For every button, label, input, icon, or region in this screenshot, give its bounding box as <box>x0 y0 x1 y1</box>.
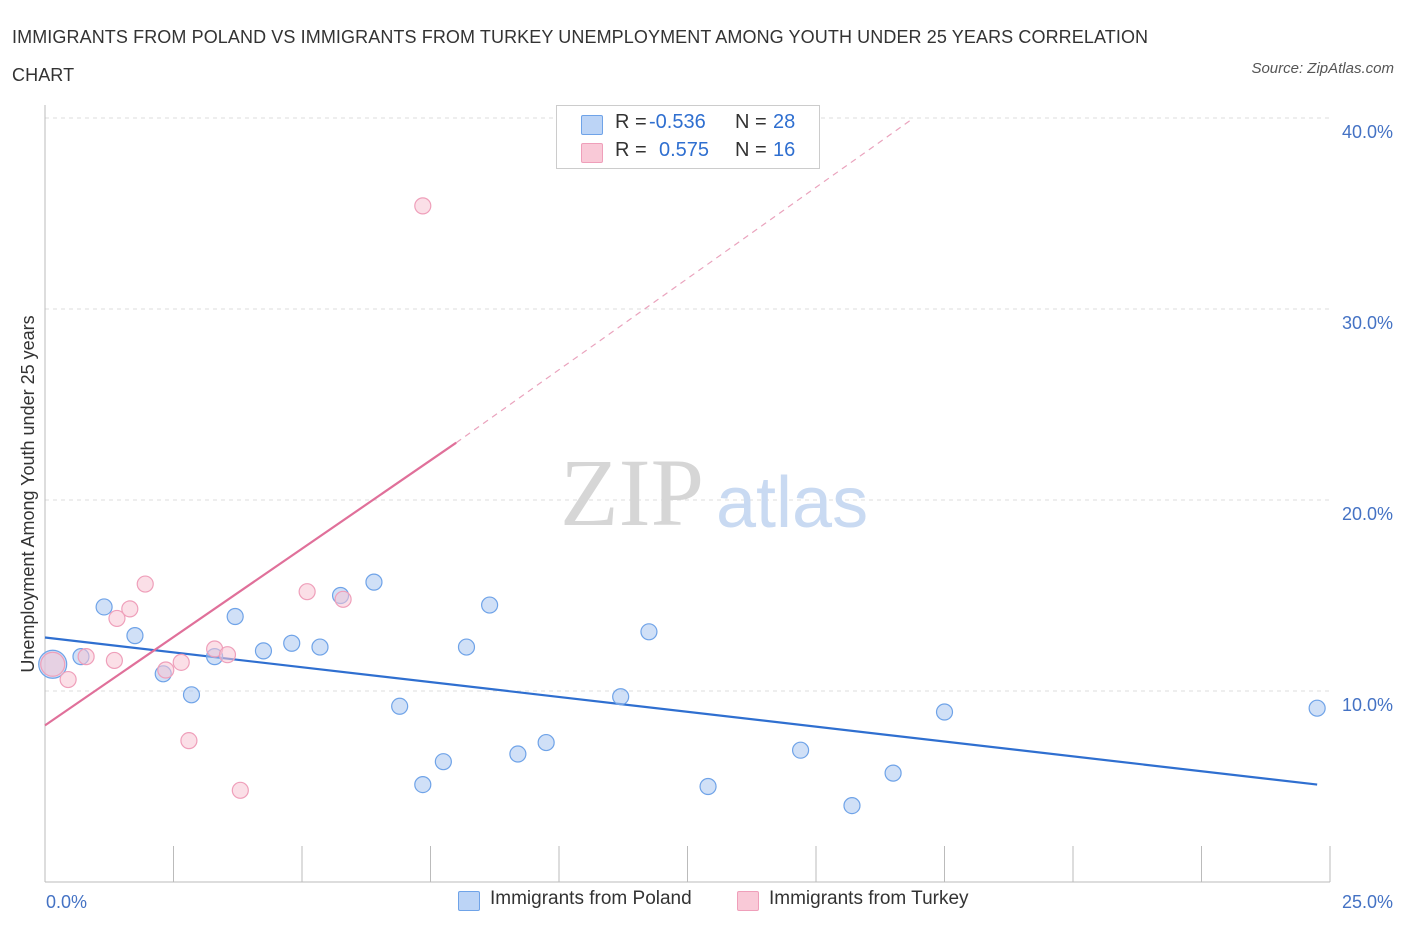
poland-point <box>1308 699 1326 717</box>
poland-swatch <box>581 115 603 135</box>
poland-point <box>311 638 329 656</box>
poland-point <box>612 688 630 706</box>
turkey-point <box>298 583 316 601</box>
turkey-n-value: 16 <box>773 139 796 161</box>
turkey-point <box>157 661 175 679</box>
poland-point <box>699 777 717 796</box>
trend-lines <box>44 117 1318 786</box>
poland-point <box>414 775 432 794</box>
poland-point <box>884 764 902 782</box>
legend-turkey-swatch <box>737 891 759 911</box>
turkey-point <box>334 590 352 608</box>
poland-point <box>365 573 383 591</box>
watermark-zip: ZIP <box>560 439 704 546</box>
poland-point <box>843 796 861 815</box>
poland-r-value: -0.536 <box>649 111 706 133</box>
poland-n-label: N = <box>735 111 767 133</box>
poland-point <box>481 596 499 614</box>
poland-point <box>95 598 113 616</box>
turkey-point <box>172 653 190 671</box>
turkey-r-value: 0.575 <box>659 139 710 161</box>
turkey-point <box>136 575 154 593</box>
poland-point <box>391 697 409 715</box>
y-tick-label: 40.0% <box>1342 122 1393 142</box>
turkey-point <box>121 600 139 618</box>
gridlines <box>45 117 1330 692</box>
turkey-point <box>59 670 77 689</box>
y-tick-label: 30.0% <box>1342 313 1393 333</box>
y-tick-label: 20.0% <box>1342 504 1393 524</box>
poland-point <box>640 623 658 641</box>
watermark-atlas: atlas <box>716 463 868 543</box>
poland-point <box>791 741 810 759</box>
poland-point <box>182 686 201 704</box>
poland-r-label: R = <box>615 111 647 133</box>
poland-n-value: 28 <box>773 111 796 133</box>
x-tick-label-max: 25.0% <box>1342 892 1393 912</box>
data-points <box>38 197 1326 815</box>
turkey-point <box>231 781 249 799</box>
poland-point <box>226 607 244 626</box>
turkey-point <box>108 609 126 628</box>
poland-point <box>509 745 527 763</box>
turkey-point <box>40 651 66 677</box>
x-tick-label-min: 0.0% <box>46 892 87 912</box>
tick-labels: 10.0% 20.0% 30.0% 40.0% 0.0% 25.0% <box>46 122 1393 912</box>
poland-trend-line <box>44 636 1318 786</box>
poland-point <box>254 642 273 660</box>
poland-point <box>457 638 476 656</box>
legend-turkey-label: Immigrants from Turkey <box>769 888 969 909</box>
y-axis-label: Unemployment Among Youth under 25 years <box>18 315 38 672</box>
poland-point <box>434 753 452 771</box>
turkey-trend-line <box>44 441 457 727</box>
poland-point <box>935 703 954 721</box>
turkey-r-label: R = <box>615 139 647 161</box>
turkey-point <box>218 646 237 664</box>
source-credit: Source: ZipAtlas.com <box>1251 60 1394 77</box>
turkey-point <box>414 197 432 215</box>
y-tick-label: 10.0% <box>1342 695 1393 715</box>
chart-title: IMMIGRANTS FROM POLAND VS IMMIGRANTS FRO… <box>12 27 1149 85</box>
turkey-n-label: N = <box>735 139 767 161</box>
legend-poland-swatch <box>458 891 480 911</box>
turkey-point <box>77 648 95 666</box>
poland-point <box>126 627 144 645</box>
turkey-swatch <box>581 143 603 163</box>
legend-poland-label: Immigrants from Poland <box>490 888 692 909</box>
turkey-point <box>105 651 123 670</box>
poland-point <box>283 634 301 652</box>
turkey-trend-extension <box>455 117 915 444</box>
poland-point <box>537 733 555 752</box>
correlation-legend: R = -0.536 N = 28 R = 0.575 N = 16 <box>556 105 820 169</box>
axes <box>44 105 1331 883</box>
turkey-point <box>180 732 198 750</box>
watermark: ZIP atlas <box>560 439 868 546</box>
